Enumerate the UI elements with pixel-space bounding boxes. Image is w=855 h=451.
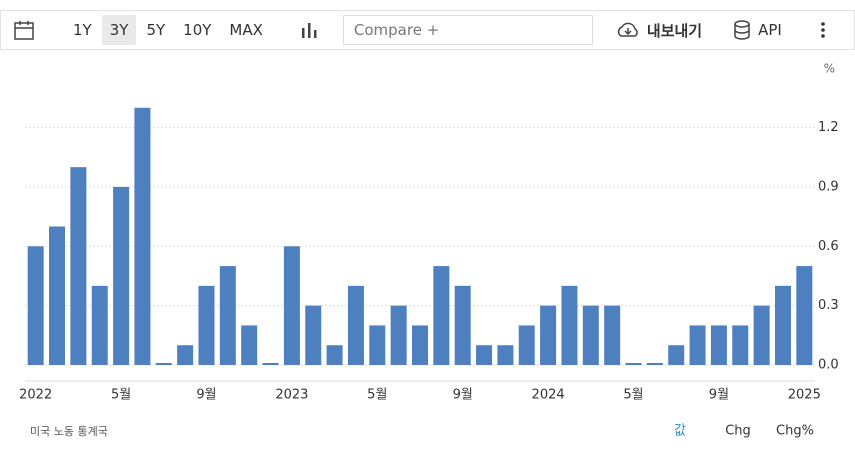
export-icon[interactable] (615, 20, 641, 40)
bar (604, 305, 621, 365)
bar (241, 325, 258, 365)
api-icon[interactable] (732, 19, 752, 41)
x-tick-label: 2022 (19, 388, 52, 403)
bar (134, 107, 151, 366)
chart-type-icon[interactable] (299, 20, 319, 40)
export-button[interactable]: 내보내기 (646, 21, 703, 40)
bar (113, 186, 130, 365)
bar (219, 266, 236, 365)
x-tick-label: 5월 (111, 388, 131, 403)
bar (347, 285, 364, 365)
range-button[interactable]: 1Y (73, 21, 92, 39)
bar (155, 363, 172, 365)
bar (582, 305, 599, 365)
x-tick-label: 5월 (623, 388, 643, 403)
bar (198, 285, 215, 365)
bar (283, 246, 300, 365)
menu-icon[interactable] (820, 21, 826, 39)
range-buttons: 1Y 3Y 5Y 10Y MAX (65, 15, 273, 45)
bar (177, 345, 194, 365)
x-tick-label: 2023 (275, 388, 308, 403)
x-tick-label: 2024 (532, 388, 565, 403)
bar (646, 363, 663, 365)
api-button[interactable]: API (758, 21, 782, 39)
view-button[interactable]: Chg% (776, 424, 814, 439)
y-tick-label: 0.6 (818, 239, 839, 254)
y-tick-label: 0.9 (818, 179, 839, 194)
bar (732, 325, 749, 365)
bar (91, 285, 108, 365)
bar (262, 363, 279, 365)
y-tick-label: 0.0 (818, 358, 839, 373)
range-button[interactable]: 10Y (183, 21, 212, 39)
range-button[interactable]: 3Y (101, 15, 137, 45)
x-tick-label: 5월 (367, 388, 387, 403)
x-tick-label: 9월 (709, 388, 729, 403)
x-tick-label: 9월 (196, 388, 216, 403)
bar (454, 285, 471, 365)
bar (753, 305, 770, 365)
y-tick-label: 1.2 (818, 120, 839, 135)
x-tick-label: 9월 (453, 388, 473, 403)
bar (518, 325, 535, 365)
bar (796, 266, 813, 365)
bar (305, 305, 322, 365)
range-button[interactable]: 5Y (146, 21, 166, 39)
view-button[interactable]: Chg (725, 424, 751, 439)
bar (369, 325, 386, 365)
compare-input[interactable]: Compare + (342, 15, 593, 45)
bar (476, 345, 493, 365)
calendar-icon[interactable] (13, 19, 35, 41)
source: 미국 노동 통계국 (30, 425, 108, 438)
bar (49, 226, 66, 365)
x-tick-label: 2025 (788, 388, 821, 403)
range-button[interactable]: MAX (229, 21, 263, 39)
bar (774, 285, 791, 365)
y-unit: % (824, 62, 835, 76)
bar (689, 325, 706, 365)
bar (710, 325, 727, 365)
bar (412, 325, 428, 365)
bar (433, 266, 450, 365)
bar (540, 305, 557, 365)
y-tick-label: 0.3 (818, 298, 839, 313)
view-button[interactable]: 값 (674, 424, 686, 439)
bar (497, 345, 514, 365)
bar (70, 167, 87, 365)
bar (390, 305, 407, 365)
bar (625, 363, 642, 365)
bar (326, 345, 343, 365)
bar (561, 285, 578, 365)
toolbar: 1Y 3Y 5Y 10Y MAX Compare + 내보내기 API (0, 10, 855, 50)
bar (668, 345, 685, 365)
bar (27, 246, 44, 365)
